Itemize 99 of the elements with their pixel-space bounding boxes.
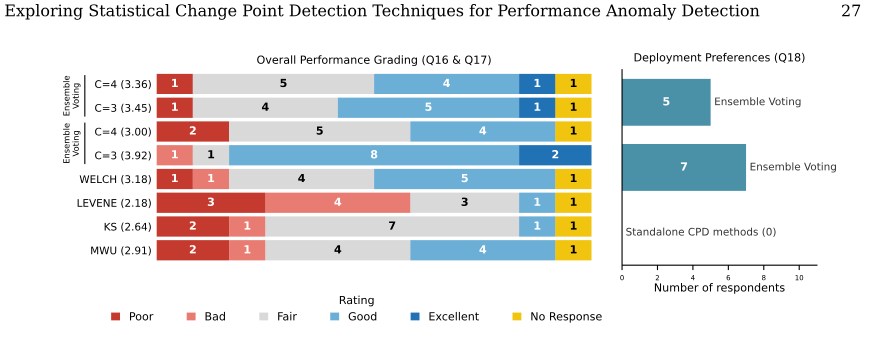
bar [555,121,592,142]
bar [410,192,520,213]
legend-label: No Response [531,312,602,323]
chart-title: Overall Performance Grading (Q16 & Q17) [257,55,491,66]
data-label: 4 [262,102,269,111]
legend-label: Bad [206,312,225,321]
bar [192,98,338,118]
data-label: 1 [570,245,577,254]
data-label: 1 [172,150,178,158]
bar [229,121,410,142]
data-label: 7 [389,221,396,230]
bar [374,74,520,94]
legend-label: Excellent [429,312,479,321]
data-label: 2 [190,245,196,254]
bar [555,192,592,213]
data-label: 4 [479,245,486,254]
bar [555,240,592,260]
bar [410,240,556,260]
data-label: 1 [534,102,540,111]
data-label: 1 [244,245,250,254]
y-tick-label: C=4 (3.36) [95,80,151,90]
legend-title: Rating [340,296,374,306]
bar [519,192,556,213]
bar [192,168,230,190]
bar [156,98,193,118]
bar [265,216,520,237]
bar [229,168,374,190]
data-label: 5 [425,102,432,111]
y-tick-label: Standalone CPD methods (0) [626,228,776,237]
text: Exploring Statistical Change Point Detection Techniques for Performance Anomaly Detection [5,4,760,20]
y-tick-label: C=3 (3.45) [95,104,151,114]
data-label: 7 [680,162,688,171]
data-label: 1 [570,102,577,111]
data-label: 4 [298,174,305,182]
bar [555,216,592,237]
data-label: 4 [479,126,486,135]
bar [156,168,193,190]
data-label: 5 [462,174,468,182]
y-tick-label: MWU (2.91) [91,246,151,256]
bar [519,98,556,118]
data-label: 1 [534,198,540,206]
bar [519,145,592,166]
y-tick-label: WELCH (3.18) [80,175,151,184]
x-axis-title: Number of respondents [654,283,785,294]
data-label: 1 [208,174,214,182]
bar [338,98,520,118]
bar [156,240,230,260]
bar [229,216,266,237]
data-label: 1 [534,78,540,88]
bar [555,74,592,94]
data-label: 2 [552,150,558,158]
legend-label: Good [348,312,376,321]
bar [156,145,193,166]
bar [555,98,592,118]
chart-title: Deployment Preferences (Q18) [634,52,804,64]
data-label: 1 [570,198,577,206]
data-label: 1 [570,221,577,230]
bar [374,168,556,190]
bar [229,145,520,166]
data-label: 3 [208,198,214,206]
data-label: 1 [208,150,214,158]
data-label: 1 [570,126,577,135]
bar [156,74,193,94]
bar [519,216,556,237]
data-label: 5 [280,78,287,88]
bar [192,74,374,94]
data-label: 3 [462,198,468,206]
data-label: 4 [334,245,342,254]
y-tick-label: KS (2.64) [104,222,151,232]
bar [156,216,230,237]
data-label: 8 [370,150,378,158]
bar [555,168,592,190]
y-tick-label: C=3 (3.92) [95,151,151,161]
data-label: 1 [172,102,178,111]
bar [519,74,556,94]
text: 27 [842,4,860,16]
data-label: 2 [190,126,196,135]
legend-label: Fair [278,312,297,321]
data-label: 1 [570,174,577,182]
data-label: 1 [534,221,540,230]
data-label: 1 [244,221,250,230]
y-tick-label: C=4 (3.00) [95,128,151,137]
legend-label: Poor [130,312,154,321]
bar [265,240,410,260]
data-label: 1 [570,78,577,88]
bar [156,192,266,213]
data-label: 5 [316,126,323,135]
data-label: 4 [334,198,342,206]
bar [410,121,556,142]
data-label: 4 [443,78,450,88]
data-label: 5 [663,97,670,106]
data-label: 2 [190,221,196,230]
bar [229,240,266,260]
bar [265,192,410,213]
data-label: 1 [172,78,178,88]
y-tick-label: LEVENE (2.18) [78,198,151,208]
data-label: 1 [172,174,178,182]
bar [156,121,230,142]
bar [192,145,230,166]
